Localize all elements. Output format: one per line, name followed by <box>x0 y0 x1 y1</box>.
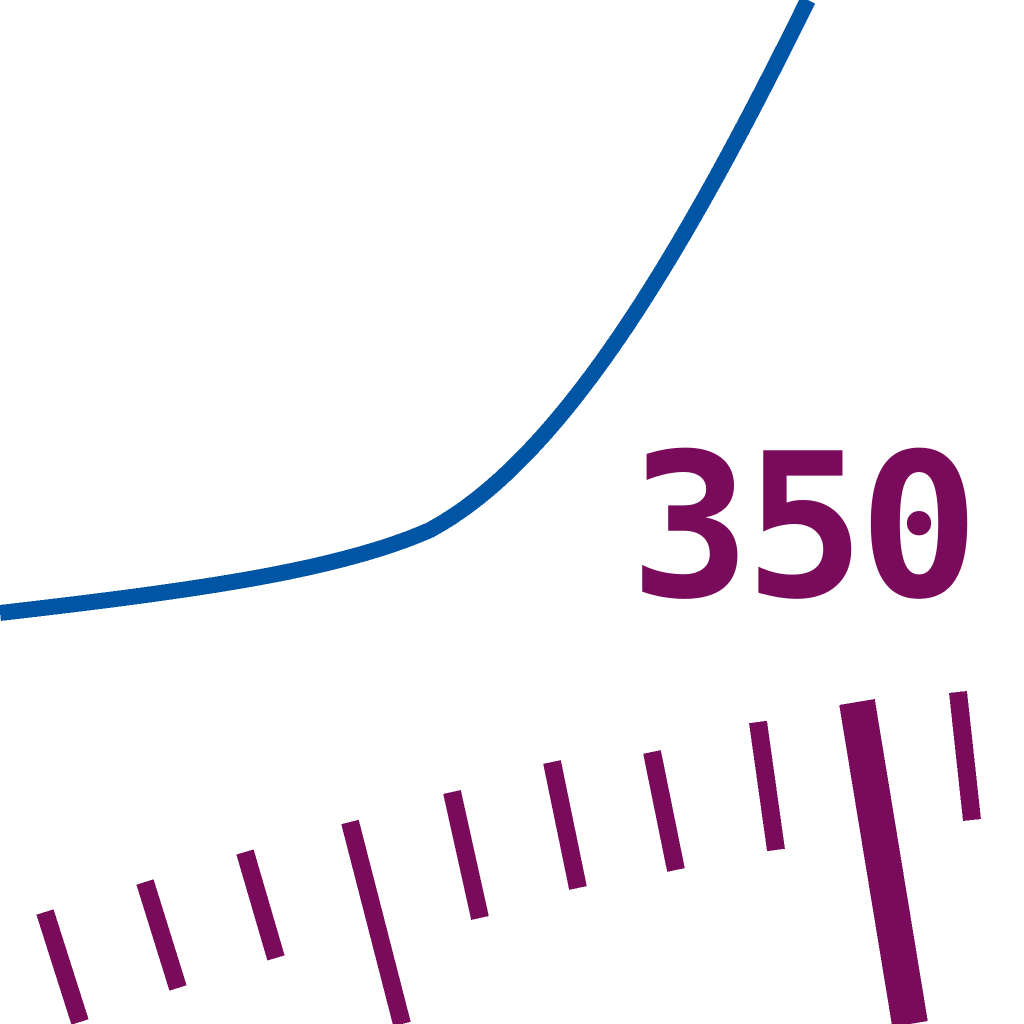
gauge-tick <box>341 819 411 1024</box>
gauge-scale-label: 350 <box>630 411 973 644</box>
gauge-tick <box>749 720 785 852</box>
gauge-tick <box>36 909 89 1024</box>
gauge-tick-major <box>839 699 928 1024</box>
gauge-tick-marks <box>36 691 981 1024</box>
gauge-tick <box>136 879 187 991</box>
gauge-tick <box>949 691 981 821</box>
gauge-arc-curve <box>0 0 816 621</box>
gauge-tick <box>443 790 489 920</box>
gauge-tick <box>643 750 685 872</box>
gauge-tick <box>236 849 285 961</box>
gauge-tick <box>543 760 587 890</box>
